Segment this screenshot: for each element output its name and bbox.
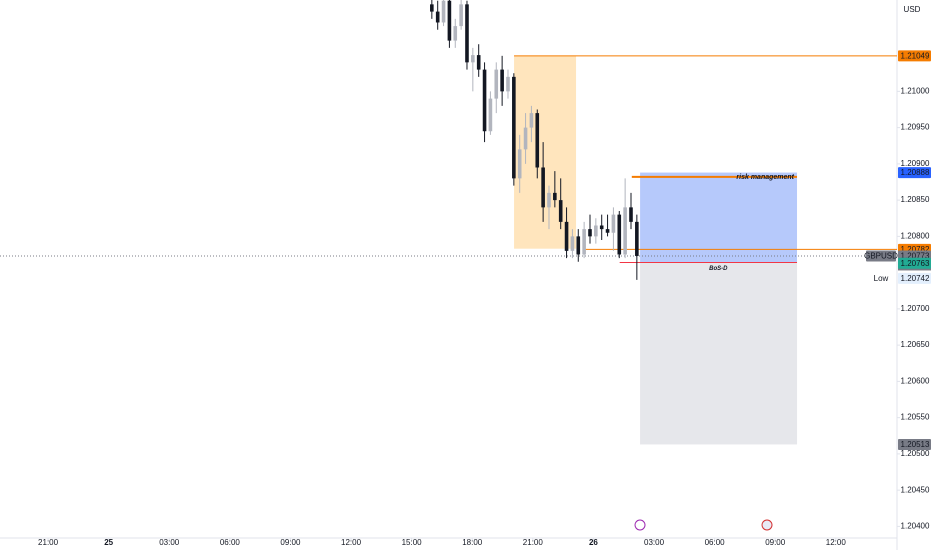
currency-label: USD <box>904 5 921 14</box>
symbol-tag-label: Low <box>874 274 889 283</box>
candle-body <box>599 225 604 230</box>
y-tick-label: 1.20650 <box>901 340 930 349</box>
candle-body <box>535 113 540 168</box>
candle-body <box>447 0 452 41</box>
y-tick-label: 1.20800 <box>901 231 930 240</box>
candle-body <box>576 236 581 255</box>
candle-body <box>635 221 639 256</box>
candle-body <box>547 192 551 208</box>
candle-body <box>617 214 622 255</box>
x-tick-label: 26 <box>589 538 598 547</box>
y-tick-label: 1.20850 <box>901 195 930 204</box>
candle-body <box>453 26 458 41</box>
candle-body <box>605 229 610 233</box>
y-tick-label: 1.20550 <box>901 413 930 422</box>
price-tag-label: 1.20782 <box>901 245 930 254</box>
candle-body <box>564 221 569 251</box>
candle-body <box>558 200 563 222</box>
candle-body <box>465 4 469 63</box>
y-tick-label: 1.20950 <box>901 123 930 132</box>
candle-body <box>471 55 475 63</box>
x-tick-label: 09:00 <box>280 538 301 547</box>
x-tick-label: 06:00 <box>705 538 726 547</box>
annotation-text: risk management <box>736 174 794 181</box>
y-tick-label: 1.20500 <box>901 449 930 458</box>
zone <box>514 55 577 249</box>
candle-body <box>629 207 633 222</box>
y-tick-label: 1.20600 <box>901 376 930 385</box>
candle-body <box>476 55 481 70</box>
event-icon[interactable] <box>634 519 646 531</box>
candle-body <box>541 167 545 208</box>
price-tag-label: 1.20773 <box>901 252 930 261</box>
zone <box>640 172 798 263</box>
x-tick-label: 15:00 <box>402 538 423 547</box>
candle-body <box>506 76 510 92</box>
price-tag <box>898 167 931 179</box>
x-tick-label: 18:00 <box>462 538 483 547</box>
y-tick-label: 1.20400 <box>901 522 930 531</box>
symbol-tag <box>866 250 896 262</box>
x-tick-label: 03:00 <box>644 538 665 547</box>
candle-body <box>623 207 627 255</box>
price-tag <box>898 438 931 450</box>
candle-body <box>523 127 528 150</box>
candle-body <box>553 192 557 201</box>
candle-body <box>517 149 522 179</box>
symbol-tag-label: GBPUSD <box>864 252 898 261</box>
price-tag-label: 1.20763 <box>901 259 930 268</box>
candle-body <box>488 98 493 132</box>
y-tick-label: 1.20700 <box>901 304 930 313</box>
candle-body <box>611 214 616 233</box>
candle-body <box>588 229 592 237</box>
annotation-text: BoS-D <box>709 266 728 272</box>
candle-body <box>494 69 499 99</box>
candle-body <box>594 225 598 237</box>
x-tick-label: 09:00 <box>765 538 786 547</box>
price-tag <box>898 272 931 284</box>
candle-body <box>582 229 586 255</box>
candle-body <box>430 4 434 12</box>
zone <box>640 262 798 445</box>
price-tag <box>898 50 931 62</box>
x-tick-label: 21:00 <box>38 538 59 547</box>
symbol-tag <box>866 272 896 284</box>
flag-icon[interactable] <box>761 519 773 531</box>
x-tick-label: 25 <box>104 538 113 547</box>
candle-body <box>529 113 534 128</box>
price-tag-label: 1.20513 <box>901 440 930 449</box>
x-tick-label: 06:00 <box>220 538 241 547</box>
price-tag-label: 1.20742 <box>901 274 930 283</box>
price-tag-label: 1.21049 <box>901 51 930 60</box>
candle-body <box>441 0 446 23</box>
x-tick-label: 21:00 <box>523 538 544 547</box>
candle-body <box>500 69 504 92</box>
candle-body <box>459 4 463 27</box>
x-tick-label: 12:00 <box>826 538 847 547</box>
y-tick-label: 1.21000 <box>901 86 930 95</box>
candle-body <box>482 69 487 132</box>
price-tag-label: 1.20888 <box>901 168 930 177</box>
y-tick-label: 1.20450 <box>901 485 930 494</box>
x-tick-label: 12:00 <box>341 538 362 547</box>
candle-body <box>570 236 575 251</box>
price-tag <box>898 257 931 269</box>
x-tick-label: 03:00 <box>159 538 180 547</box>
candle-body <box>512 76 516 179</box>
y-tick-label: 1.20900 <box>901 159 930 168</box>
candle-body <box>435 11 440 23</box>
